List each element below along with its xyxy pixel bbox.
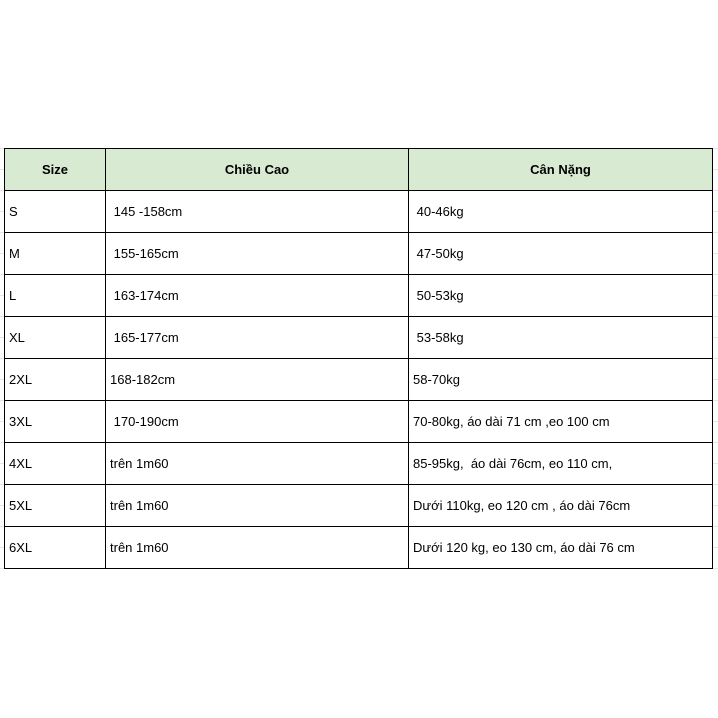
cell-weight[interactable]: Dưới 120 kg, eo 130 cm, áo dài 76 cm: [408, 526, 713, 569]
cell-height[interactable]: trên 1m60: [105, 484, 409, 527]
cell-size[interactable]: 6XL: [4, 526, 106, 569]
cell-height[interactable]: 155-165cm: [105, 232, 409, 275]
cell-weight[interactable]: 40-46kg: [408, 190, 713, 233]
cell-weight[interactable]: 50-53kg: [408, 274, 713, 317]
table-row: L 163-174cm 50-53kg: [4, 274, 713, 317]
cell-weight[interactable]: 53-58kg: [408, 316, 713, 359]
cell-height[interactable]: 165-177cm: [105, 316, 409, 359]
table-row: 6XL trên 1m60 Dưới 120 kg, eo 130 cm, áo d…: [4, 526, 713, 569]
table-row: 2XL 168-182cm 58-70kg: [4, 358, 713, 401]
cell-size[interactable]: XL: [4, 316, 106, 359]
cell-weight[interactable]: 85-95kg, áo dài 76cm, eo 110 cm,: [408, 442, 713, 485]
table-row: XL 165-177cm 53-58kg: [4, 316, 713, 359]
cell-weight[interactable]: 58-70kg: [408, 358, 713, 401]
cell-size[interactable]: 3XL: [4, 400, 106, 443]
header-size: Size: [4, 148, 106, 191]
cell-height[interactable]: 170-190cm: [105, 400, 409, 443]
table-row: 5XL trên 1m60 Dưới 110kg, eo 120 cm , áo d…: [4, 484, 713, 527]
cell-size[interactable]: L: [4, 274, 106, 317]
table-row: S 145 -158cm 40-46kg: [4, 190, 713, 233]
cell-size[interactable]: M: [4, 232, 106, 275]
cell-size[interactable]: 2XL: [4, 358, 106, 401]
cell-height[interactable]: 145 -158cm: [105, 190, 409, 233]
cell-size[interactable]: 4XL: [4, 442, 106, 485]
cell-height[interactable]: trên 1m60: [105, 442, 409, 485]
cell-weight[interactable]: Dưới 110kg, eo 120 cm , áo dài 76cm: [408, 484, 713, 527]
cell-size[interactable]: 5XL: [4, 484, 106, 527]
cell-size[interactable]: S: [4, 190, 106, 233]
cell-weight[interactable]: 47-50kg: [408, 232, 713, 275]
cell-height[interactable]: 168-182cm: [105, 358, 409, 401]
header-weight: Cân Nặng: [408, 148, 713, 191]
header-height: Chiều Cao: [105, 148, 409, 191]
table-row: 4XL trên 1m60 85-95kg, áo dài 76cm, eo 110…: [4, 442, 713, 485]
header-row: Size Chiều Cao Cân Nặng: [4, 148, 713, 191]
cell-height[interactable]: 163-174cm: [105, 274, 409, 317]
cell-weight[interactable]: 70-80kg, áo dài 71 cm ,eo 100 cm: [408, 400, 713, 443]
size-chart-table: Size Chiều Cao Cân Nặng S 145 -158cm 40-…: [4, 148, 713, 569]
cell-height[interactable]: trên 1m60: [105, 526, 409, 569]
table-row: M 155-165cm 47-50kg: [4, 232, 713, 275]
table-row: 3XL 170-190cm 70-80kg, áo dài 71 cm ,eo 1…: [4, 400, 713, 443]
